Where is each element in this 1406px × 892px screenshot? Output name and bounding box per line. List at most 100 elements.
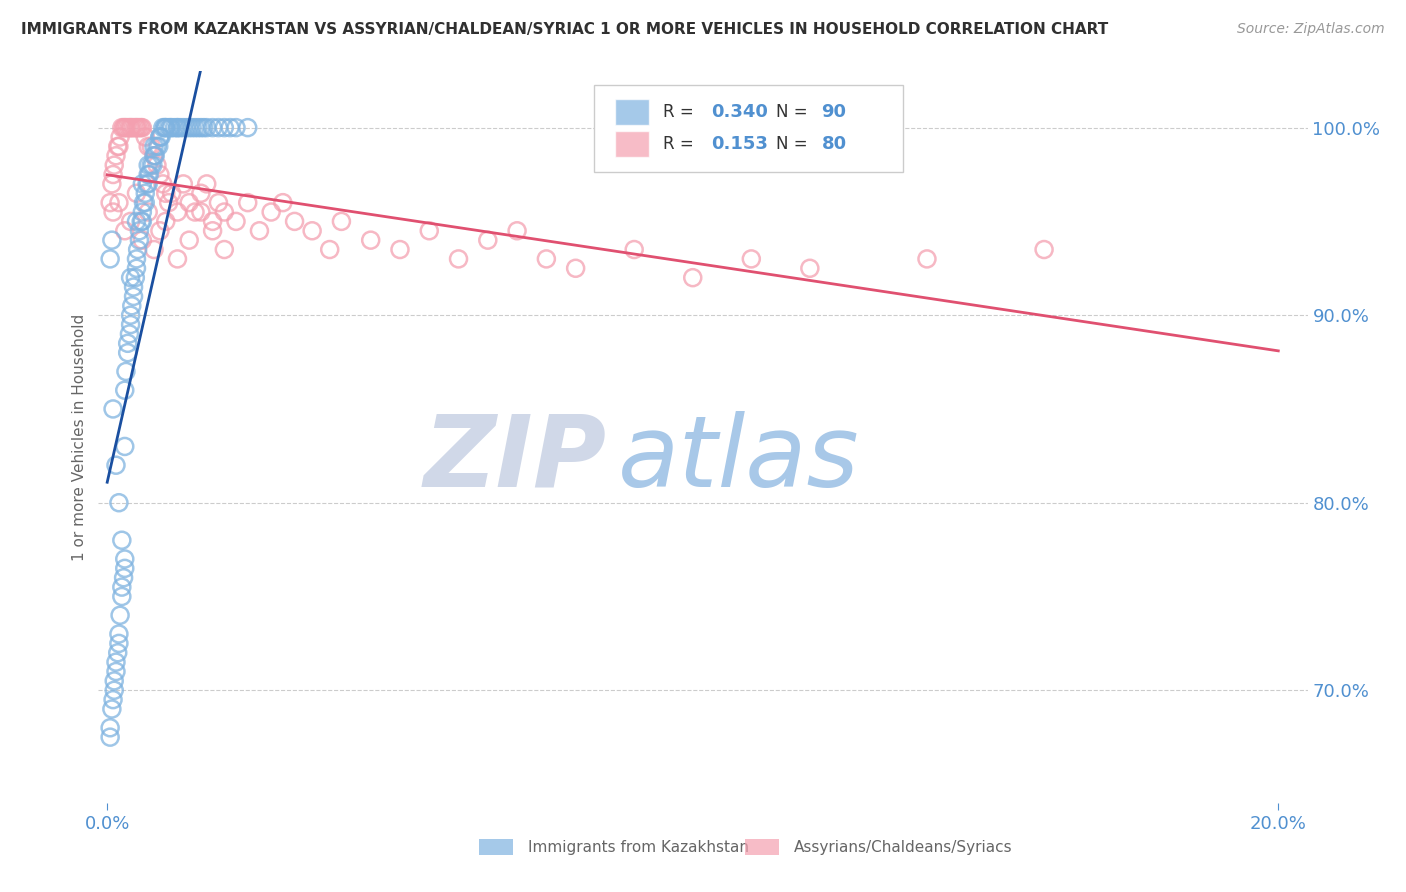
Point (104, 655, 127, 669)
Point (179, 195, 201, 210)
Point (98, 252, 121, 266)
Point (129, 120, 152, 135)
Point (103, 158, 125, 172)
Point (129, 214, 152, 228)
Point (117, 336, 139, 351)
Point (139, 139, 162, 153)
Point (136, 168, 159, 182)
Point (152, 120, 174, 135)
Point (118, 326, 141, 341)
Point (136, 158, 159, 172)
Point (112, 571, 135, 585)
Point (143, 149, 166, 163)
Point (163, 120, 186, 135)
Point (117, 345, 139, 359)
Text: ZIP: ZIP (423, 410, 606, 508)
Point (131, 177, 153, 191)
Point (160, 186, 183, 201)
Point (260, 205, 283, 219)
Point (166, 252, 188, 266)
Y-axis label: 1 or more Vehicles in Household: 1 or more Vehicles in Household (72, 313, 87, 561)
Point (111, 120, 134, 135)
Point (122, 289, 145, 303)
Point (101, 692, 124, 706)
Point (418, 224, 440, 238)
Point (195, 177, 218, 191)
Point (187, 120, 209, 135)
Point (121, 299, 143, 313)
Point (101, 205, 124, 219)
Point (98, 721, 121, 735)
Text: 0.153: 0.153 (711, 135, 768, 153)
Point (125, 252, 148, 266)
Point (155, 186, 177, 201)
Point (120, 308, 142, 322)
Point (138, 168, 160, 182)
Point (111, 533, 134, 548)
Point (271, 195, 294, 210)
Point (284, 214, 307, 228)
Point (190, 186, 212, 201)
Point (114, 440, 136, 454)
Point (136, 139, 159, 153)
Point (98, 730, 121, 744)
Point (143, 149, 166, 163)
Point (134, 186, 156, 201)
Point (447, 252, 470, 266)
Point (155, 214, 177, 228)
Point (101, 401, 124, 416)
Point (915, 252, 938, 266)
Point (236, 120, 259, 135)
Text: R =: R = (664, 135, 699, 153)
Text: atlas: atlas (619, 410, 860, 508)
Point (506, 224, 529, 238)
Point (128, 224, 150, 238)
Point (114, 120, 136, 135)
Point (122, 120, 145, 135)
Text: 80: 80 (821, 135, 846, 153)
Point (174, 120, 197, 135)
Point (1033, 243, 1056, 257)
Point (124, 270, 146, 285)
Point (149, 224, 172, 238)
Point (207, 195, 229, 210)
Text: Source: ZipAtlas.com: Source: ZipAtlas.com (1237, 22, 1385, 37)
Point (152, 177, 174, 191)
Point (146, 158, 169, 172)
Point (108, 627, 131, 641)
Point (108, 608, 131, 623)
Point (131, 120, 153, 135)
Point (143, 243, 166, 257)
Point (136, 205, 159, 219)
Point (104, 458, 127, 473)
Point (120, 120, 142, 135)
Point (149, 130, 172, 145)
Point (166, 120, 188, 135)
Point (193, 120, 215, 135)
Point (564, 261, 586, 276)
Point (134, 130, 156, 145)
Point (132, 195, 155, 210)
Point (101, 177, 124, 191)
Point (98, 195, 121, 210)
Point (127, 120, 149, 135)
Point (142, 158, 165, 172)
Point (114, 561, 136, 575)
Text: Assyrians/Chaldeans/Syriacs: Assyrians/Chaldeans/Syriacs (793, 840, 1012, 855)
Point (184, 120, 207, 135)
Point (623, 243, 645, 257)
Point (101, 168, 124, 182)
Point (136, 177, 159, 191)
Point (143, 149, 166, 163)
Point (319, 243, 342, 257)
Point (103, 683, 125, 698)
Point (214, 205, 236, 219)
Point (101, 702, 124, 716)
Point (139, 158, 162, 172)
Point (207, 120, 229, 135)
Point (201, 214, 224, 228)
Point (108, 195, 131, 210)
Point (153, 120, 176, 135)
Point (134, 195, 156, 210)
Point (166, 120, 188, 135)
